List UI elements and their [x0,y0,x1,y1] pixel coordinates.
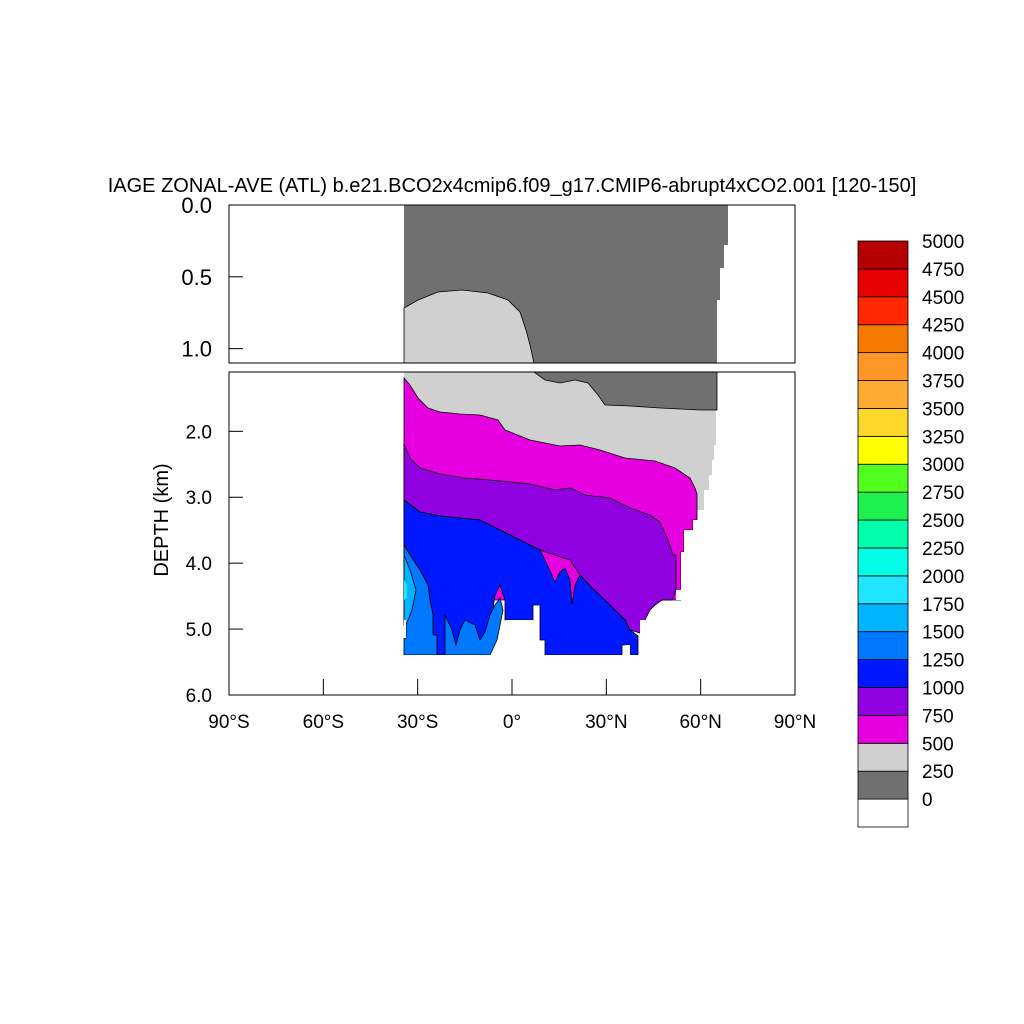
colorbar: 0 250 500 750 1000 1250 1500 1750 2000 2250 2500 27… [857,232,964,828]
colorbar-label: 4750 [922,260,964,281]
colorbar-label: 1000 [922,678,964,699]
colorbar-label: 2500 [922,511,964,532]
band-250-500 [403,289,535,363]
colorbar-swatch [857,491,909,521]
colorbar-swatch [857,798,909,828]
lower-panel [228,371,796,696]
colorbar-swatch [857,408,909,437]
colorbar-label: 4000 [922,344,964,365]
seafloor-gap-2 [625,645,630,655]
colorbar-swatch [857,687,909,716]
colorbar-label: 1250 [922,651,964,672]
colorbar-swatch [857,603,909,633]
y-tick-label: 4.0 [186,554,212,575]
colorbar-label: 3000 [922,455,964,476]
colorbar-swatch [857,268,909,298]
band-0-250-lower [533,372,718,411]
seafloor-gap-1 [506,620,533,655]
colorbar-swatch [857,352,909,381]
colorbar-swatch [857,324,909,354]
colorbar-swatch [857,575,909,605]
x-tick-label: 30°N [585,712,627,733]
colorbar-label: 500 [922,734,954,755]
colorbar-swatch [857,742,909,772]
colorbar-label: 4500 [922,288,964,309]
colorbar-label: 3500 [922,399,964,420]
colorbar-swatch [857,519,909,549]
y-tick-label: 1.0 [181,337,212,362]
colorbar-label: 1750 [922,595,964,616]
x-tick-label: 90°N [774,712,816,733]
x-tick-label: 90°S [208,712,249,733]
seafloor-gap-3 [404,655,795,695]
upper-panel-frame [228,204,796,364]
band-1250-1500-b [444,597,504,656]
y-tick-label: 5.0 [186,620,212,641]
colorbar-label: 750 [922,706,954,727]
colorbar-swatch [857,296,909,326]
x-tick-label: 60°S [303,712,344,733]
colorbar-label: 2750 [922,483,964,504]
colorbar-swatch [857,240,909,270]
colorbar-swatch [857,435,909,465]
y-tick-label: 3.0 [186,488,212,509]
colorbar-label: 3250 [922,427,964,448]
x-tick-label: 0° [503,712,521,733]
colorbar-swatch [857,463,909,493]
y-tick-label: 2.0 [186,422,212,443]
upper-panel [228,204,796,364]
colorbar-label: 2000 [922,567,964,588]
colorbar-label: 4250 [922,316,964,337]
y-tick-label: 0.5 [181,265,212,290]
east-coast-gap [640,520,795,655]
chart-title: IAGE ZONAL-AVE (ATL) b.e21.BCO2x4cmip6.f… [108,175,917,197]
band-1750-2000 [404,580,407,600]
colorbar-label: 0 [922,790,933,811]
colorbar-label: 2250 [922,539,964,560]
lower-panel-fills [403,372,795,695]
colorbar-swatch [857,714,909,744]
colorbar-swatch [857,631,909,660]
y-axis-label: DEPTH (km) [151,463,173,576]
y-tick-label: 0.0 [181,193,212,218]
axes: 90°S 60°S 30°S 0° 30°N 60°N 90°N 0.0 0.5 1.0 2.0 3.… [181,193,816,733]
y-tick-label: 6.0 [186,686,212,707]
colorbar-label: 5000 [922,232,964,253]
colorbar-label: 3750 [922,372,964,393]
x-tick-label: 60°N [679,712,721,733]
colorbar-label: 250 [922,762,954,783]
upper-panel-fills [403,205,728,363]
colorbar-label: 1500 [922,623,964,644]
colorbar-swatch [857,659,909,688]
colorbar-swatch [857,380,909,409]
seafloor-gap-4 [404,620,406,638]
colorbar-swatch [857,547,909,577]
colorbar-swatch [857,770,909,800]
x-tick-label: 30°S [397,712,438,733]
